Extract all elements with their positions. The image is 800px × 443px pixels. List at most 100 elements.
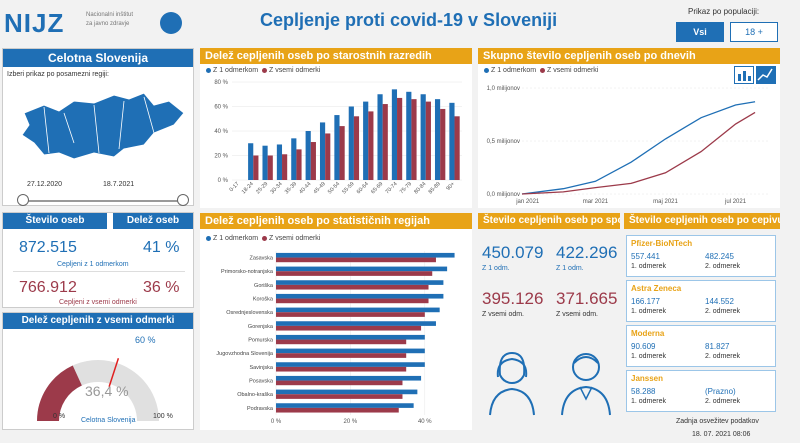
stats-head-count: Število oseb [3, 213, 107, 229]
male-full-label: Z vsemi odm. [556, 311, 599, 318]
gauge-title: Delež cepljenih z vsemi odmerki [3, 313, 193, 329]
female-icon [489, 351, 535, 416]
x-tick-label: 80-84 [413, 181, 427, 195]
category-label: Osrednjeslovenska [226, 310, 274, 316]
updated-label: Zadnja osvežitev podatkov [676, 418, 759, 425]
slovenia-map-shape [21, 92, 185, 160]
x-tick-label: 65-69 [370, 181, 384, 195]
region-prompt: Izberi prikaz po posamezni regiji: [7, 71, 109, 78]
updated-value: 18. 07. 2021 08:06 [692, 431, 751, 438]
line-view-button[interactable] [756, 66, 776, 84]
sex-panel: Število cepljenih oseb po spolu 450.079 … [478, 213, 620, 430]
series-line [521, 111, 756, 195]
vaccine-title: Število cepljenih oseb po cepivu [624, 213, 780, 229]
y-tick-label: 60 % [214, 105, 228, 111]
vaccine-card-moderna: Moderna 90.609 81.827 1. odmerek 2. odme… [626, 325, 776, 367]
date-to: 18.7.2021 [103, 181, 135, 188]
category-label: Posavska [249, 379, 274, 385]
gauge-target-marker [108, 357, 120, 387]
female-full-count: 395.126 [482, 289, 544, 308]
x-tick-label: mar 2021 [583, 199, 609, 205]
bar [276, 353, 407, 358]
bar [276, 375, 422, 381]
first-dose-label: Cepljeni z 1 odmerkom [57, 261, 129, 268]
pop-button-18plus[interactable]: 18 + [730, 22, 778, 42]
age-chart-panel: Delež cepljenih oseb po starostnih razre… [200, 48, 472, 208]
vaccine-panel: Število cepljenih oseb po cepivu Pfizer-… [624, 213, 780, 412]
bar [397, 97, 403, 180]
region-title: Celotna Slovenija [3, 49, 193, 67]
date-slider-handle-start[interactable] [17, 194, 29, 206]
x-tick-label: 18-24 [241, 181, 255, 195]
bar [276, 334, 425, 340]
vaccine-dose2-value: 144.552 [705, 297, 734, 306]
logo-text: NIJZ [4, 8, 65, 38]
bar-chart-icon [738, 71, 751, 81]
category-label: Podravska [247, 406, 274, 412]
gauge-caption: Celotna Slovenija [81, 417, 136, 424]
category-label: Jugovzhodna Slovenija [216, 351, 274, 357]
gauge-fill [37, 365, 83, 422]
bar [411, 99, 417, 180]
date-slider-track[interactable] [23, 200, 183, 202]
category-label: Pomurska [248, 338, 274, 344]
x-tick-label: maj 2021 [653, 199, 678, 205]
female-full-label: Z vsemi odm. [482, 311, 525, 318]
vaccine-card-astrazeneca: Astra Zeneca 166.177 144.552 1. odmerek … [626, 280, 776, 322]
category-label: Gorenjska [248, 324, 274, 330]
bar [276, 293, 444, 299]
x-tick-label: 25-29 [255, 181, 269, 195]
bar [382, 104, 388, 180]
bar [276, 284, 429, 290]
bar [276, 280, 444, 285]
x-tick-label: 0 % [271, 419, 282, 425]
bar [377, 94, 383, 180]
date-slider-handle-end[interactable] [177, 194, 189, 206]
gauge-min: 0 % [53, 413, 66, 420]
female-first-count: 450.079 [482, 243, 544, 262]
bar [440, 108, 446, 180]
bar [296, 149, 302, 180]
vaccine-card-janssen: Janssen 58.288 (Prazno) 1. odmerek 2. od… [626, 370, 776, 412]
x-tick-label: 50-54 [327, 181, 341, 195]
vaccine-dose2-value: (Prazno) [705, 387, 736, 396]
ecdc-badge-icon [160, 12, 182, 34]
bar-view-button[interactable] [734, 66, 754, 84]
bar [276, 339, 407, 345]
vaccine-dose2-label: 2. odmerek [705, 398, 741, 405]
bar [276, 389, 418, 395]
legend-first: Z 1 odmerkom [491, 67, 537, 74]
category-label: Koroška [253, 297, 274, 303]
x-tick-label: jan 2021 [515, 199, 540, 205]
bar [334, 115, 340, 180]
stats-divider [13, 271, 185, 272]
full-dose-count: 766.912 [19, 279, 77, 296]
population-label: Prikaz po populaciji: [688, 7, 760, 16]
stats-panel: Število oseb Delež oseb 872.515 41 % Cep… [2, 212, 194, 308]
gauge-chart [37, 357, 159, 422]
gauge-value: 36,4 % [85, 383, 129, 399]
bar [368, 111, 374, 180]
male-icon [561, 353, 611, 416]
vaccine-dose1-value: 166.177 [631, 297, 660, 306]
bar [454, 116, 460, 180]
y-tick-label: 0 % [218, 178, 229, 184]
bar [305, 131, 311, 180]
date-from: 27.12.2020 [27, 181, 63, 188]
age-bar-chart: 0 % 20 % 40 % 60 % 80 % 0-17 18-24 25-29 30-34 35… [214, 80, 462, 195]
legend-dot-blue [206, 67, 211, 73]
vaccine-dose2-value: 482.245 [705, 252, 734, 261]
gauge-panel: Delež cepljenih z vsemi odmerki 60 % 36,… [2, 312, 194, 430]
region-panel: Celotna Slovenija Izberi prikaz po posam… [2, 48, 194, 206]
x-tick-label: 60-64 [356, 181, 370, 195]
x-tick-label: 20 % [344, 419, 358, 425]
category-label: Obalno-kraška [237, 392, 274, 398]
daily-chart-panel: Skupno število cepljenih oseb po dnevih … [478, 48, 780, 208]
x-tick-label: 0-17 [229, 181, 241, 193]
pop-button-all[interactable]: Vsi [676, 22, 724, 42]
slovenia-map[interactable] [4, 83, 194, 163]
legend-full: Z vsemi odmerki [547, 67, 599, 74]
nijz-logo: NIJZ Nacionalni inštitut za javno zdravj… [4, 8, 133, 40]
x-tick-label: 30-34 [270, 181, 284, 195]
bar [253, 155, 259, 180]
